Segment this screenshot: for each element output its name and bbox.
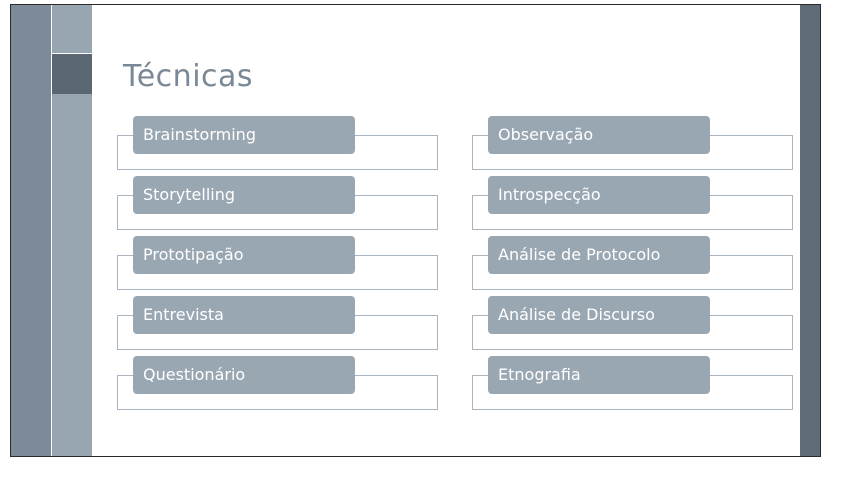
technique-item: Storytelling (117, 176, 438, 234)
left-decor-band (11, 5, 51, 456)
technique-label: Storytelling (133, 176, 355, 214)
slide-title: Técnicas (123, 59, 254, 94)
technique-label: Análise de Discurso (488, 296, 710, 334)
accent-block (52, 54, 92, 94)
technique-item: Análise de Protocolo (472, 236, 793, 294)
technique-label: Prototipação (133, 236, 355, 274)
technique-item: Brainstorming (117, 116, 438, 174)
slide: Técnicas Brainstorming Storytelling Prot… (10, 4, 821, 457)
technique-label: Observação (488, 116, 710, 154)
right-decor-band (800, 5, 820, 456)
technique-label: Introspecção (488, 176, 710, 214)
band-divider (51, 5, 52, 456)
technique-item: Prototipação (117, 236, 438, 294)
technique-label: Entrevista (133, 296, 355, 334)
technique-item: Observação (472, 116, 793, 174)
technique-item: Etnografia (472, 356, 793, 414)
technique-item: Questionário (117, 356, 438, 414)
technique-label: Análise de Protocolo (488, 236, 710, 274)
technique-item: Análise de Discurso (472, 296, 793, 354)
technique-label: Questionário (133, 356, 355, 394)
technique-item: Introspecção (472, 176, 793, 234)
technique-label: Etnografia (488, 356, 710, 394)
technique-item: Entrevista (117, 296, 438, 354)
technique-label: Brainstorming (133, 116, 355, 154)
accent-block-line (52, 53, 92, 54)
